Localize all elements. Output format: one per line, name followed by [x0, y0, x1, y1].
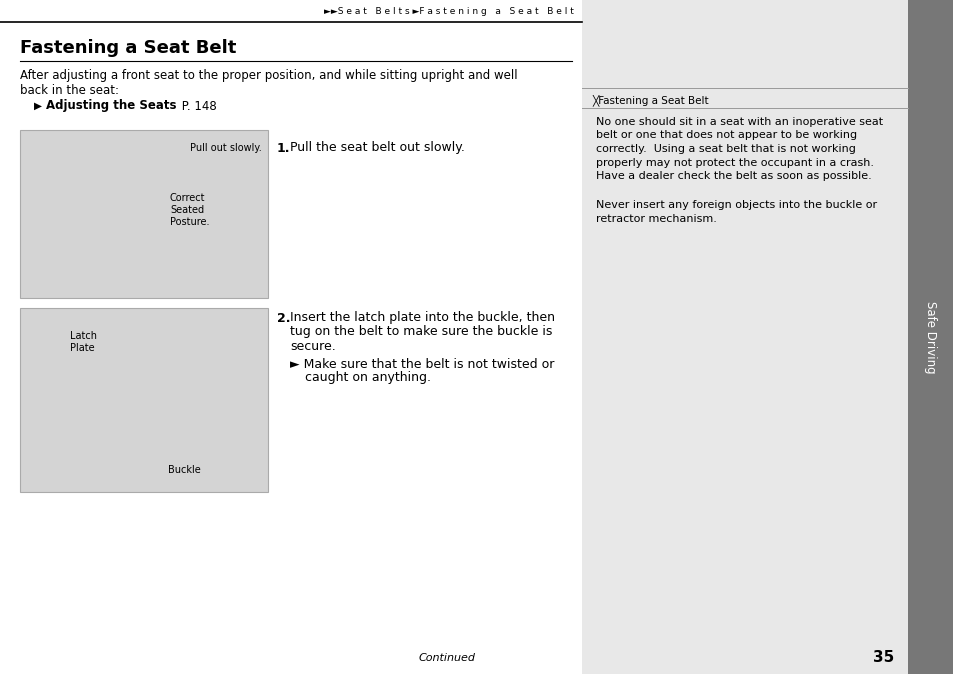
Text: Never insert any foreign objects into the buckle or: Never insert any foreign objects into th…: [596, 200, 876, 210]
Text: secure.: secure.: [290, 340, 335, 353]
Text: ▶: ▶: [34, 101, 42, 111]
Bar: [20, 308, 268, 492]
Text: 1.: 1.: [276, 142, 291, 154]
Text: Safe Driving: Safe Driving: [923, 301, 937, 373]
Text: ╳Fastening a Seat Belt: ╳Fastening a Seat Belt: [592, 94, 708, 106]
Text: Buckle: Buckle: [168, 465, 200, 475]
Text: back in the seat:: back in the seat:: [20, 84, 119, 96]
Text: Correct: Correct: [170, 193, 205, 203]
Text: tug on the belt to make sure the buckle is: tug on the belt to make sure the buckle …: [290, 326, 552, 338]
Text: Latch: Latch: [70, 331, 97, 341]
Text: Fastening a Seat Belt: Fastening a Seat Belt: [20, 39, 236, 57]
Text: 35: 35: [872, 650, 893, 665]
Bar: [20, 130, 268, 298]
Text: Continued: Continued: [418, 653, 475, 663]
Text: Seated: Seated: [170, 205, 204, 215]
Text: After adjusting a front seat to the proper position, and while sitting upright a: After adjusting a front seat to the prop…: [20, 69, 517, 82]
Text: No one should sit in a seat with an inoperative seat: No one should sit in a seat with an inop…: [596, 117, 882, 127]
Text: correctly.  Using a seat belt that is not working: correctly. Using a seat belt that is not…: [596, 144, 855, 154]
Text: Pull the seat belt out slowly.: Pull the seat belt out slowly.: [290, 142, 464, 154]
Text: retractor mechanism.: retractor mechanism.: [596, 214, 716, 224]
Text: ► Make sure that the belt is not twisted or: ► Make sure that the belt is not twisted…: [290, 357, 554, 371]
Text: Pull out slowly.: Pull out slowly.: [190, 143, 262, 153]
Text: Posture.: Posture.: [170, 217, 210, 227]
Text: belt or one that does not appear to be working: belt or one that does not appear to be w…: [596, 131, 856, 140]
Text: Plate: Plate: [70, 343, 94, 353]
Text: ►►S e a t   B e l t s ►F a s t e n i n g   a   S e a t   B e l t: ►►S e a t B e l t s ►F a s t e n i n g a…: [324, 7, 574, 16]
Text: P. 148: P. 148: [178, 100, 216, 113]
Text: properly may not protect the occupant in a crash.: properly may not protect the occupant in…: [596, 158, 873, 168]
Bar: [0, 0, 581, 674]
Text: Have a dealer check the belt as soon as possible.: Have a dealer check the belt as soon as …: [596, 171, 871, 181]
Bar: [907, 0, 953, 674]
Text: Insert the latch plate into the buckle, then: Insert the latch plate into the buckle, …: [290, 311, 555, 324]
Bar: [581, 0, 907, 674]
Text: Adjusting the Seats: Adjusting the Seats: [46, 100, 176, 113]
Text: caught on anything.: caught on anything.: [305, 371, 431, 384]
Text: 2.: 2.: [276, 311, 291, 324]
